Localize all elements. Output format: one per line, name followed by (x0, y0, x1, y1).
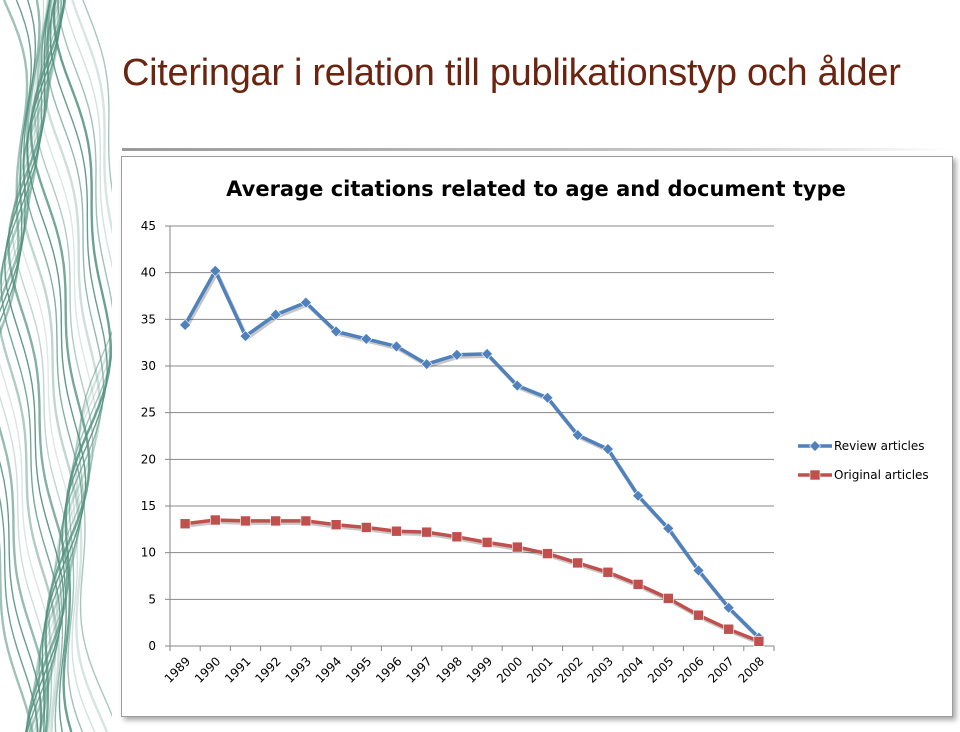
data-point (421, 526, 433, 538)
data-point (420, 358, 433, 371)
data-point (210, 514, 221, 526)
legend: Review articles Original articles (798, 439, 929, 482)
x-tick-label: 2001 (524, 654, 555, 685)
data-point (723, 623, 735, 635)
data-point (722, 601, 735, 614)
data-point (601, 443, 614, 455)
data-point (390, 340, 403, 353)
line-chart: Average citations related to age and doc… (141, 177, 929, 686)
data-point (270, 515, 281, 527)
x-tick-label: 1997 (403, 654, 434, 685)
data-point (361, 522, 372, 533)
x-tick-label: 2008 (736, 654, 767, 685)
decorative-wave-pattern (0, 0, 112, 732)
data-point (240, 515, 251, 527)
data-point (572, 557, 584, 569)
x-tick-label: 2000 (494, 654, 525, 685)
series-line (184, 518, 760, 643)
data-point (753, 636, 765, 647)
x-tick-label: 1991 (222, 654, 253, 685)
data-point (481, 347, 494, 360)
x-tick-label: 1993 (283, 654, 314, 685)
x-tick-label: 1999 (464, 654, 495, 685)
x-tick-label: 1992 (252, 654, 283, 685)
y-tick-label: 35 (141, 312, 156, 326)
y-tick-label: 45 (141, 219, 156, 233)
data-point (662, 593, 674, 604)
chart-title: Average citations related to age and doc… (226, 177, 846, 201)
legend-label: Original articles (834, 468, 929, 482)
x-tick-label: 2004 (615, 654, 646, 685)
x-tick-label: 2005 (645, 654, 676, 685)
data-point (511, 541, 523, 553)
data-point (269, 308, 282, 321)
data-point (662, 522, 675, 535)
data-point (360, 333, 373, 345)
x-tick-label: 2007 (705, 654, 736, 685)
y-tick-label: 0 (148, 639, 156, 653)
data-point (571, 429, 584, 441)
chart-container: Average citations related to age and doc… (121, 156, 953, 717)
data-point (542, 548, 553, 559)
slide-title: Citeringar i relation till publikationst… (122, 52, 901, 94)
y-tick-label: 20 (141, 452, 156, 466)
x-tick-label: 1990 (192, 654, 223, 685)
data-point (300, 515, 312, 527)
data-point (179, 319, 192, 331)
data-point (299, 296, 312, 309)
data-point (541, 391, 554, 404)
y-tick-label: 15 (141, 499, 156, 513)
data-point (179, 518, 191, 530)
x-tick-label: 1995 (343, 654, 374, 685)
series-review-articles (179, 264, 765, 644)
data-point (209, 264, 222, 277)
data-point (450, 348, 463, 361)
series-line (183, 269, 761, 639)
data-point (602, 566, 614, 578)
data-point (239, 330, 252, 343)
legend-marker (809, 440, 821, 452)
x-tick-label: 1989 (162, 654, 193, 685)
legend-label: Review articles (834, 439, 925, 453)
x-tick-label: 1994 (313, 654, 344, 685)
data-point (511, 379, 524, 392)
data-point (391, 525, 402, 537)
y-tick-label: 25 (141, 406, 156, 420)
x-tick-label: 1998 (434, 654, 465, 685)
y-tick-label: 5 (148, 592, 156, 606)
x-tick-label: 1996 (373, 654, 404, 685)
data-point (632, 489, 645, 502)
series-original-articles (179, 514, 765, 647)
legend-marker (809, 469, 821, 481)
y-tick-label: 40 (141, 266, 156, 280)
data-point (693, 609, 704, 621)
data-point (330, 325, 343, 338)
data-point (632, 579, 644, 590)
title-divider (122, 148, 952, 151)
y-tick-label: 10 (141, 546, 156, 560)
data-point (692, 564, 705, 577)
y-tick-label: 30 (141, 359, 156, 373)
series-line-shadow (184, 268, 762, 642)
data-point (451, 531, 463, 543)
x-tick-label: 2006 (675, 654, 706, 685)
x-tick-label: 2002 (554, 654, 585, 685)
data-point (330, 519, 342, 530)
x-tick-label: 2003 (585, 654, 616, 685)
data-point (481, 537, 493, 548)
